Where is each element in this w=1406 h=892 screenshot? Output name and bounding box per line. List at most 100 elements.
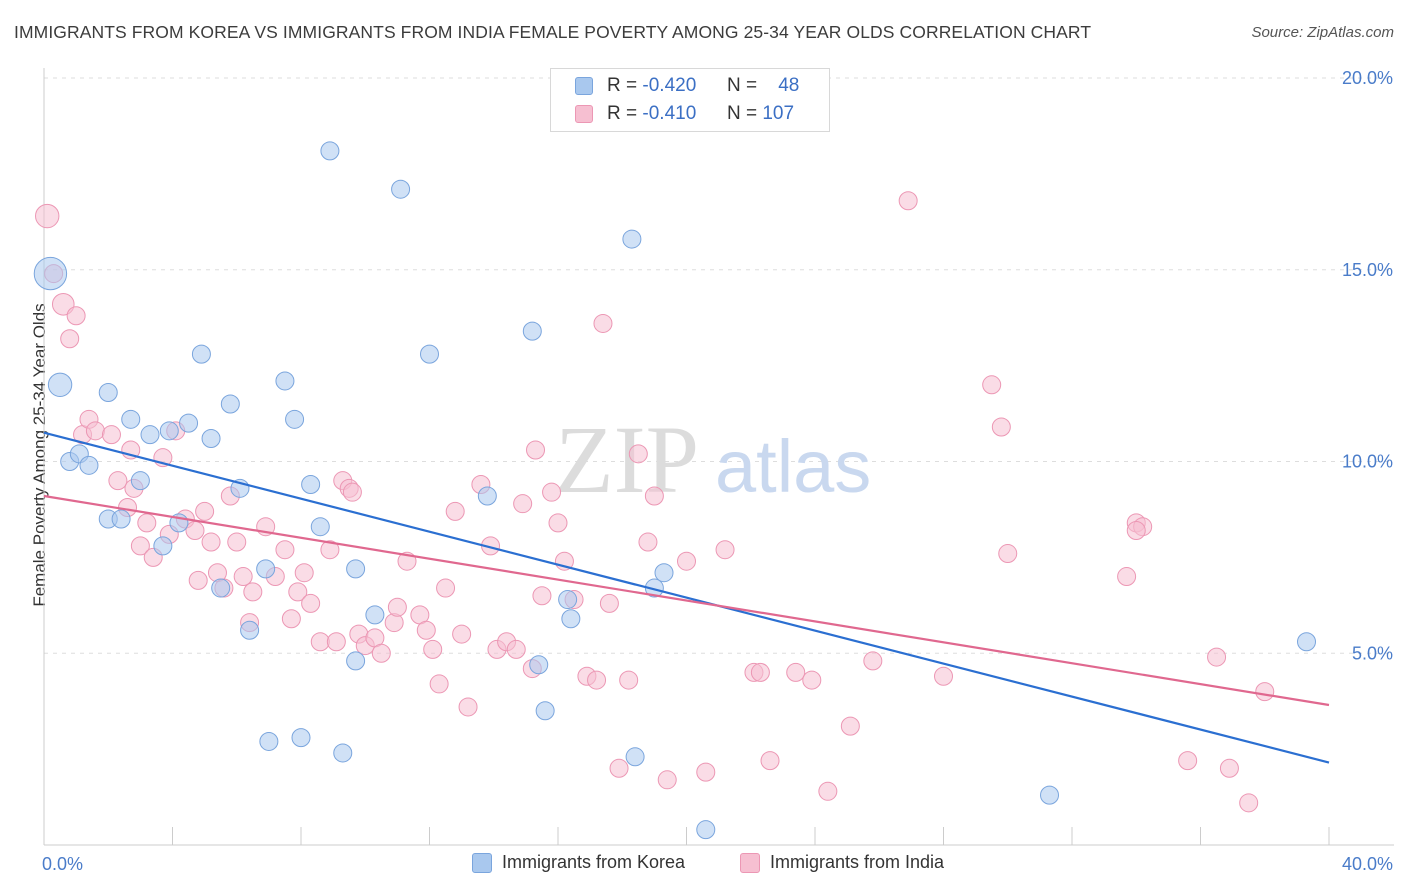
india-point xyxy=(384,613,404,633)
india-point xyxy=(840,716,860,736)
india-point xyxy=(506,639,526,659)
y-tick-label: 20.0% xyxy=(1342,68,1393,88)
korea-point xyxy=(622,229,642,249)
india-point xyxy=(1207,647,1227,667)
india-point xyxy=(1178,751,1198,771)
india-point xyxy=(898,191,918,211)
source-label: Source: ZipAtlas.com xyxy=(1251,24,1394,41)
india-point xyxy=(1239,793,1259,813)
india-point xyxy=(66,306,86,326)
india-point xyxy=(1255,682,1275,702)
korea-point xyxy=(79,455,99,475)
korea-point xyxy=(111,509,131,529)
india-point xyxy=(423,639,443,659)
watermark-atlas: atlas xyxy=(715,425,871,508)
india-point xyxy=(320,540,340,560)
korea-point xyxy=(1040,785,1060,805)
india-point xyxy=(982,375,1002,395)
legend-label-korea: Immigrants from Korea xyxy=(502,852,686,872)
korea-point xyxy=(522,321,542,341)
india-point xyxy=(677,551,696,571)
india-point xyxy=(1126,521,1146,541)
korea-point xyxy=(140,425,160,445)
r-label: R = xyxy=(607,103,638,124)
korea-point xyxy=(625,747,645,767)
india-point xyxy=(195,501,215,521)
y-tick-label: 5.0% xyxy=(1352,643,1393,663)
india-point xyxy=(137,513,157,533)
india-point xyxy=(513,494,533,514)
india-point xyxy=(281,609,301,629)
india-point xyxy=(657,770,677,790)
india-point xyxy=(1219,758,1239,778)
india-point xyxy=(991,417,1011,437)
india-point xyxy=(108,471,128,491)
india-swatch xyxy=(575,105,593,123)
india-point xyxy=(1117,567,1137,587)
india-point xyxy=(548,513,568,533)
india-point xyxy=(51,292,75,316)
india-point xyxy=(526,440,546,460)
india-point xyxy=(227,532,247,552)
india-point xyxy=(436,578,456,598)
india-point xyxy=(638,532,658,552)
watermark-zip: ZIP xyxy=(555,406,699,513)
korea-point xyxy=(211,578,231,598)
legend-row-india: R = -0.410 N = 107 xyxy=(575,100,794,128)
korea-point xyxy=(259,731,279,751)
korea-swatch xyxy=(472,852,492,873)
india-point xyxy=(301,593,321,613)
india-point xyxy=(275,540,295,560)
legend-item-india[interactable]: Immigrants from India xyxy=(740,852,944,873)
korea-point xyxy=(365,605,385,625)
india-point xyxy=(294,563,314,583)
india-point xyxy=(233,567,253,587)
korea-point xyxy=(391,179,411,199)
india-point xyxy=(542,482,562,502)
korea-point xyxy=(220,394,240,414)
axes xyxy=(43,68,1394,846)
n-label: N = xyxy=(726,75,758,96)
y-tick-label: 10.0% xyxy=(1342,452,1393,472)
legend-item-korea[interactable]: Immigrants from Korea xyxy=(472,852,685,873)
india-point xyxy=(818,781,838,801)
india-point xyxy=(532,586,552,606)
india-point xyxy=(609,758,629,778)
india-point xyxy=(619,670,639,690)
n-label: N = xyxy=(726,103,758,124)
india-trend-line xyxy=(43,494,1330,707)
india-point xyxy=(696,762,716,782)
korea-point xyxy=(121,409,141,429)
r-label: R = xyxy=(607,75,638,96)
korea-point xyxy=(558,590,578,610)
india-point xyxy=(445,501,465,521)
india-point xyxy=(130,536,150,556)
chart-title: IMMIGRANTS FROM KOREA VS IMMIGRANTS FROM… xyxy=(14,22,1092,42)
india-point xyxy=(288,582,308,602)
india-point xyxy=(387,597,407,617)
korea-point xyxy=(310,517,330,537)
korea-point xyxy=(346,651,366,671)
korea-point xyxy=(535,701,555,721)
x-tick-label-max: 40.0% xyxy=(1342,854,1393,874)
watermark: ZIP atlas xyxy=(555,406,871,513)
korea-point xyxy=(201,428,221,448)
korea-point xyxy=(153,536,173,556)
trend-lines xyxy=(43,431,1330,764)
india-points xyxy=(35,191,1275,813)
india-point xyxy=(587,670,607,690)
legend-label-india: Immigrants from India xyxy=(770,852,945,872)
india-swatch xyxy=(740,852,760,873)
korea-point xyxy=(240,620,260,640)
correlation-legend: R = -0.420 N = 48 R = -0.410 N = 107 xyxy=(550,68,830,132)
india-point xyxy=(185,521,205,541)
korea-point xyxy=(159,421,179,441)
korea-point xyxy=(696,820,716,840)
india-point xyxy=(863,651,883,671)
india-point xyxy=(786,662,806,682)
korea-r-value: -0.420 xyxy=(642,75,697,96)
india-point xyxy=(760,751,780,771)
korea-points xyxy=(33,141,1317,840)
india-point xyxy=(458,697,478,717)
